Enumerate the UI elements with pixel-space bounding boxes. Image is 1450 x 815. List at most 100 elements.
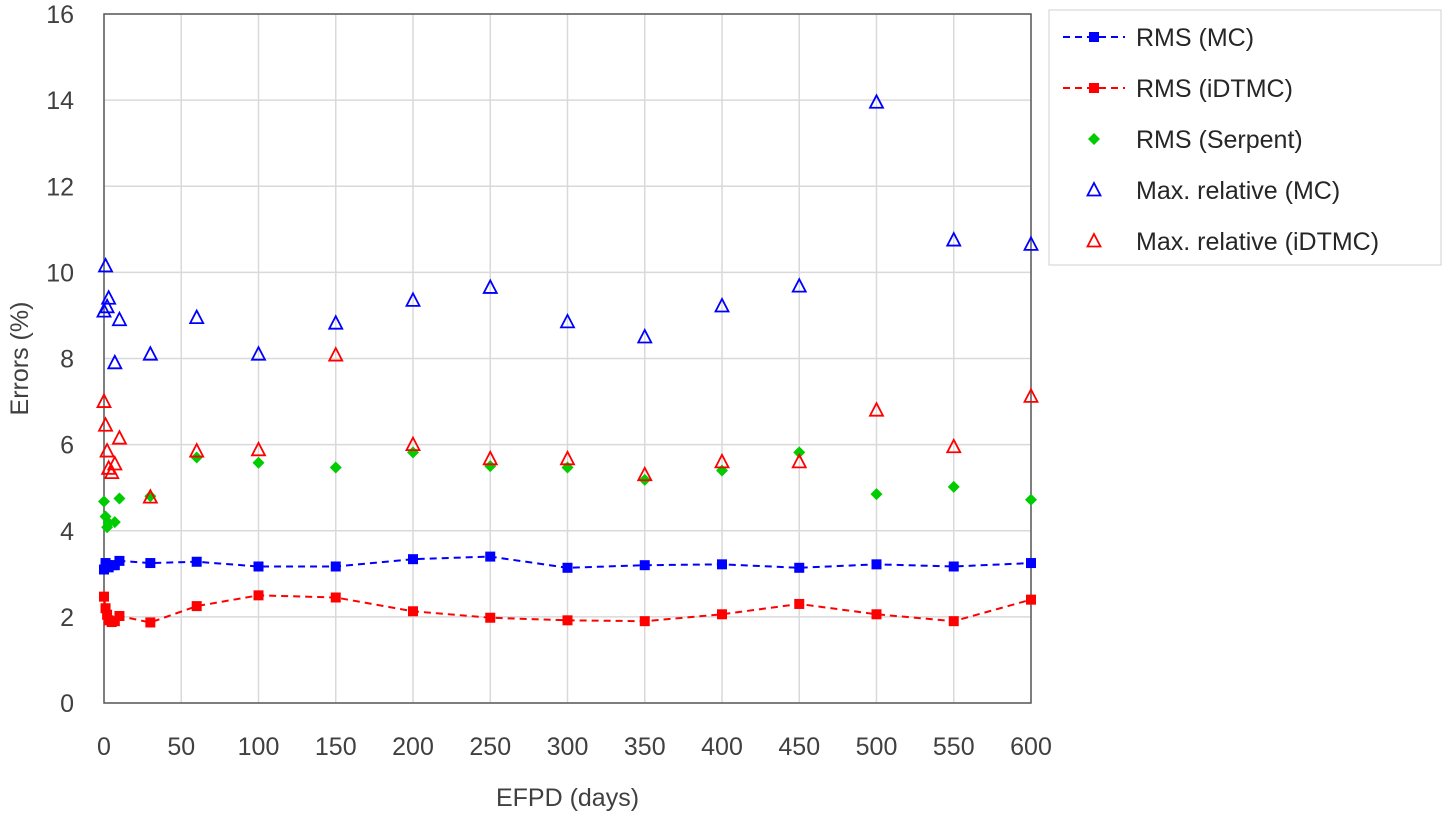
legend-marker — [1088, 133, 1100, 145]
data-point — [408, 606, 418, 617]
legend-marker — [1086, 181, 1102, 197]
data-point — [114, 555, 125, 566]
y-tick-labels: 0 2 4 6 8 10 12 14 16 — [46, 1, 74, 718]
y-tick-label: 2 — [60, 604, 74, 632]
data-point — [142, 345, 159, 361]
data-point — [482, 278, 499, 294]
legend-label: Max. relative (iDTMC) — [1136, 228, 1379, 256]
data-point — [100, 603, 111, 614]
data-point — [1023, 387, 1039, 403]
data-point — [870, 488, 883, 501]
legend-item: RMS (MC) — [1063, 24, 1254, 52]
data-point — [484, 460, 497, 473]
legend-label: Max. relative (MC) — [1136, 177, 1340, 205]
data-point — [868, 401, 885, 417]
data-point — [717, 609, 727, 620]
data-point — [111, 429, 128, 445]
data-point — [102, 609, 113, 620]
x-tick-label: 350 — [624, 733, 666, 761]
data-point — [99, 591, 109, 602]
data-point — [1026, 594, 1036, 605]
data-point — [408, 554, 418, 565]
data-point — [793, 446, 806, 459]
x-tick-label: 0 — [97, 733, 111, 761]
data-point — [250, 440, 267, 457]
y-tick-label: 8 — [60, 346, 74, 374]
x-tick-label: 100 — [238, 733, 280, 761]
x-tick-label: 250 — [469, 733, 511, 761]
series-2 — [98, 446, 1037, 534]
data-point — [108, 516, 121, 529]
data-point — [98, 495, 110, 508]
data-point — [99, 297, 116, 314]
data-point — [868, 93, 885, 109]
data-point — [188, 308, 205, 324]
data-point — [106, 455, 123, 471]
data-point — [791, 452, 808, 469]
data-point — [1023, 235, 1039, 251]
x-tick-label: 600 — [1010, 733, 1052, 761]
data-point — [106, 353, 123, 370]
data-point — [111, 310, 128, 327]
data-point — [1025, 493, 1037, 506]
legend-item: Max. relative (iDTMC) — [1086, 228, 1379, 256]
legend-label: RMS (iDTMC) — [1136, 75, 1293, 103]
y-tick-label: 16 — [46, 1, 74, 29]
x-tick-label: 200 — [392, 733, 434, 761]
data-point — [482, 449, 499, 466]
data-point — [327, 314, 344, 330]
data-point — [562, 615, 573, 626]
legend-marker — [1086, 232, 1102, 248]
legend-marker — [1089, 32, 1099, 42]
data-point — [113, 492, 126, 505]
plot-area-border — [103, 13, 1032, 704]
data-point — [114, 611, 125, 622]
data-point — [871, 609, 882, 620]
data-point — [945, 231, 962, 247]
data-point — [145, 617, 156, 628]
data-point — [99, 442, 116, 458]
y-tick-label: 4 — [60, 518, 74, 546]
data-point — [639, 616, 650, 627]
data-point — [485, 612, 496, 623]
data-point — [145, 558, 156, 569]
y-tick-label: 6 — [60, 432, 74, 460]
legend-item: Max. relative (MC) — [1086, 177, 1340, 205]
data-point — [250, 345, 267, 361]
data-point — [562, 562, 573, 573]
data-point — [636, 328, 653, 344]
data-point — [1026, 558, 1036, 569]
x-tick-label: 300 — [547, 733, 589, 761]
data-point — [253, 590, 264, 601]
legend-item: RMS (Serpent) — [1088, 126, 1303, 154]
x-tick-label: 450 — [778, 733, 820, 761]
legend-box — [1048, 9, 1442, 266]
data-point — [717, 559, 727, 570]
data-point — [103, 463, 120, 480]
data-point — [330, 561, 341, 572]
x-tick-label: 150 — [315, 733, 357, 761]
data-point — [559, 449, 576, 466]
data-point — [945, 437, 962, 454]
x-tick-label: 400 — [701, 733, 743, 761]
data-point — [191, 601, 202, 612]
data-point — [252, 456, 265, 469]
data-point — [947, 480, 960, 493]
y-tick-label: 0 — [60, 690, 74, 718]
legend-label: RMS (Serpent) — [1136, 126, 1303, 154]
data-point — [405, 435, 421, 452]
data-point — [329, 461, 342, 474]
data-point — [191, 556, 202, 567]
data-point — [948, 616, 959, 627]
data-point — [253, 561, 264, 572]
data-point — [871, 559, 882, 570]
x-tick-label: 550 — [933, 733, 975, 761]
data-point — [791, 277, 808, 293]
y-tick-label: 10 — [46, 259, 74, 287]
data-point — [96, 392, 112, 408]
data-point — [794, 598, 805, 609]
data-point — [188, 442, 205, 458]
legend-item: RMS (iDTMC) — [1063, 75, 1293, 103]
x-tick-label: 50 — [167, 733, 195, 761]
